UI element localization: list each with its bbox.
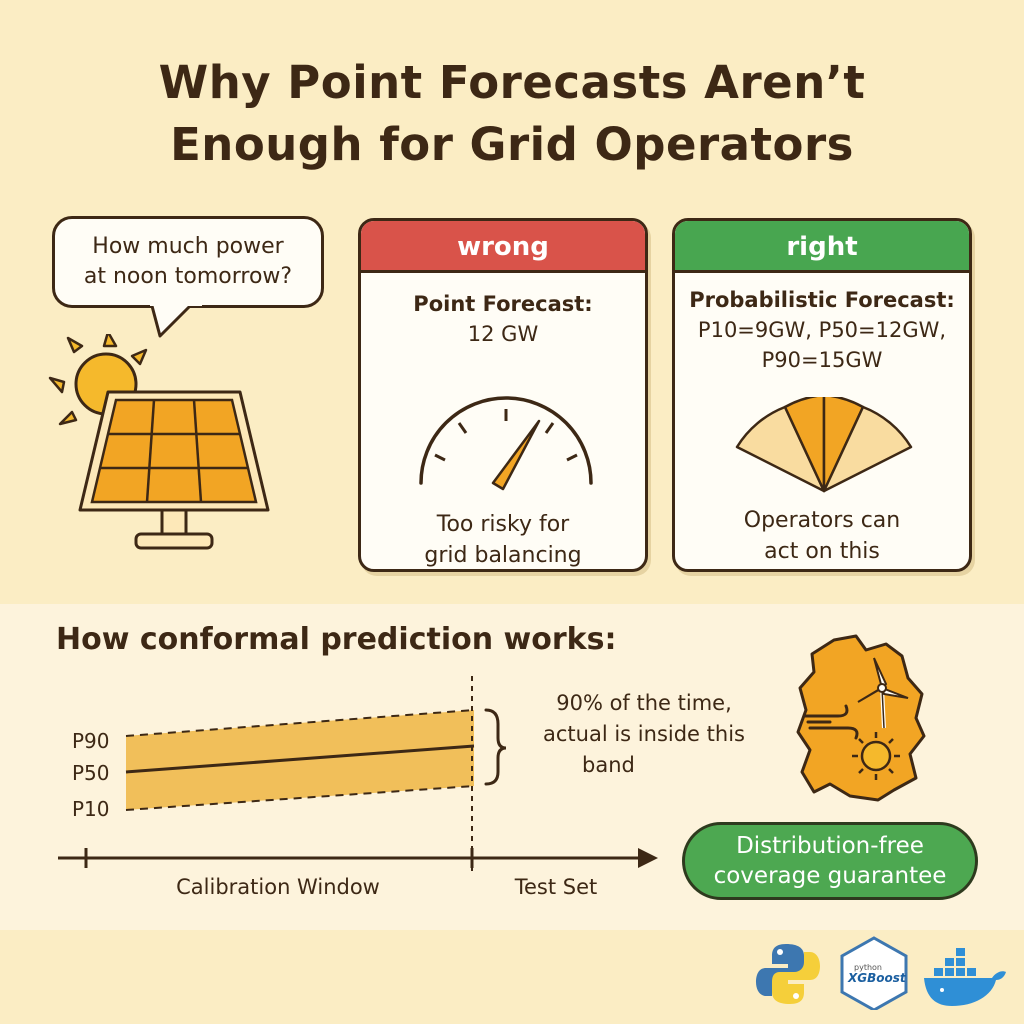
page-title-line-1: Why Point Forecasts Aren’t [158, 56, 866, 109]
p50-line [125, 744, 475, 774]
p10-line [125, 785, 475, 811]
question-line-2: at noon tomorrow? [83, 264, 293, 289]
band-brace [484, 708, 507, 786]
p90-label: P90 [72, 729, 110, 753]
xgboost-label: XGBoost [847, 971, 907, 985]
page-title-line-2: Enough for Grid Operators [170, 118, 854, 171]
bubble-tail [150, 300, 202, 338]
section-title: How conformal prediction works: [56, 622, 617, 657]
tech-logos: python XGBoost [756, 936, 1006, 1010]
probabilistic-value-line-1: P10=9GW, P50=12GW, [697, 318, 947, 342]
xgboost-small-label: python [854, 963, 882, 972]
wrong-foot-line-1: Too risky for [436, 512, 570, 537]
point-forecast-value: 12 GW [467, 322, 539, 346]
wrong-card: wrong Point Forecast: 12 GW Too risky fo… [358, 218, 648, 572]
wrong-card-header: wrong [361, 221, 645, 273]
germany-map-icon [796, 634, 926, 802]
point-forecast-title: Point Forecast: [413, 292, 593, 316]
solar-panel-icon [48, 334, 270, 550]
right-foot-line-2: act on this [764, 539, 880, 564]
right-foot-line-1: Operators can [743, 508, 901, 533]
fan-distribution-icon [735, 397, 913, 493]
coverage-note-line-1: 90% of the time, [556, 691, 732, 715]
p90-line [125, 709, 475, 737]
p10-label: P10 [72, 797, 110, 821]
probabilistic-forecast-title: Probabilistic Forecast: [689, 288, 955, 312]
time-axis-arrow-icon [638, 848, 658, 868]
coverage-note-line-2: actual is inside this [543, 722, 745, 746]
wrong-foot-line-2: grid balancing [424, 543, 582, 568]
wind-gust-icon [802, 704, 859, 740]
gauge-icon [419, 396, 593, 491]
map-sun-icon [852, 732, 900, 780]
coverage-guarantee-badge: Distribution-free coverage guarantee [682, 822, 978, 900]
right-card-body: Probabilistic Forecast: P10=9GW, P50=12G… [675, 285, 969, 564]
right-card-foot: Operators can act on this [675, 505, 969, 567]
wind-turbine-icon [857, 657, 909, 729]
coverage-note-line-3: band [582, 753, 635, 777]
prediction-band-chart: P90 P50 P10 Calibration Window Test Set [58, 676, 658, 899]
test-set-label: Test Set [514, 875, 598, 899]
probabilistic-value-line-2: P90=15GW [761, 348, 883, 372]
docker-logo-icon [924, 948, 1006, 1006]
coverage-note: 90% of the time, actual is inside this b… [524, 688, 764, 781]
page-title: Why Point Forecasts Aren’t Enough for Gr… [0, 52, 1024, 176]
calibration-window-label: Calibration Window [176, 875, 380, 899]
right-card-header: right [675, 221, 969, 273]
p50-label: P50 [72, 761, 110, 785]
guarantee-line-2: coverage guarantee [713, 863, 947, 889]
right-card: right Probabilistic Forecast: P10=9GW, P… [672, 218, 972, 572]
guarantee-line-1: Distribution-free [736, 833, 924, 859]
xgboost-logo-icon: python XGBoost [840, 936, 908, 1010]
question-line-1: How much power [92, 234, 284, 259]
python-logo-icon [756, 944, 820, 1004]
question-bubble: How much power at noon tomorrow? [52, 216, 324, 308]
wrong-card-foot: Too risky for grid balancing [361, 509, 645, 569]
wrong-card-body: Point Forecast: 12 GW Too risky for grid… [361, 289, 645, 568]
panel-icon [78, 390, 270, 550]
